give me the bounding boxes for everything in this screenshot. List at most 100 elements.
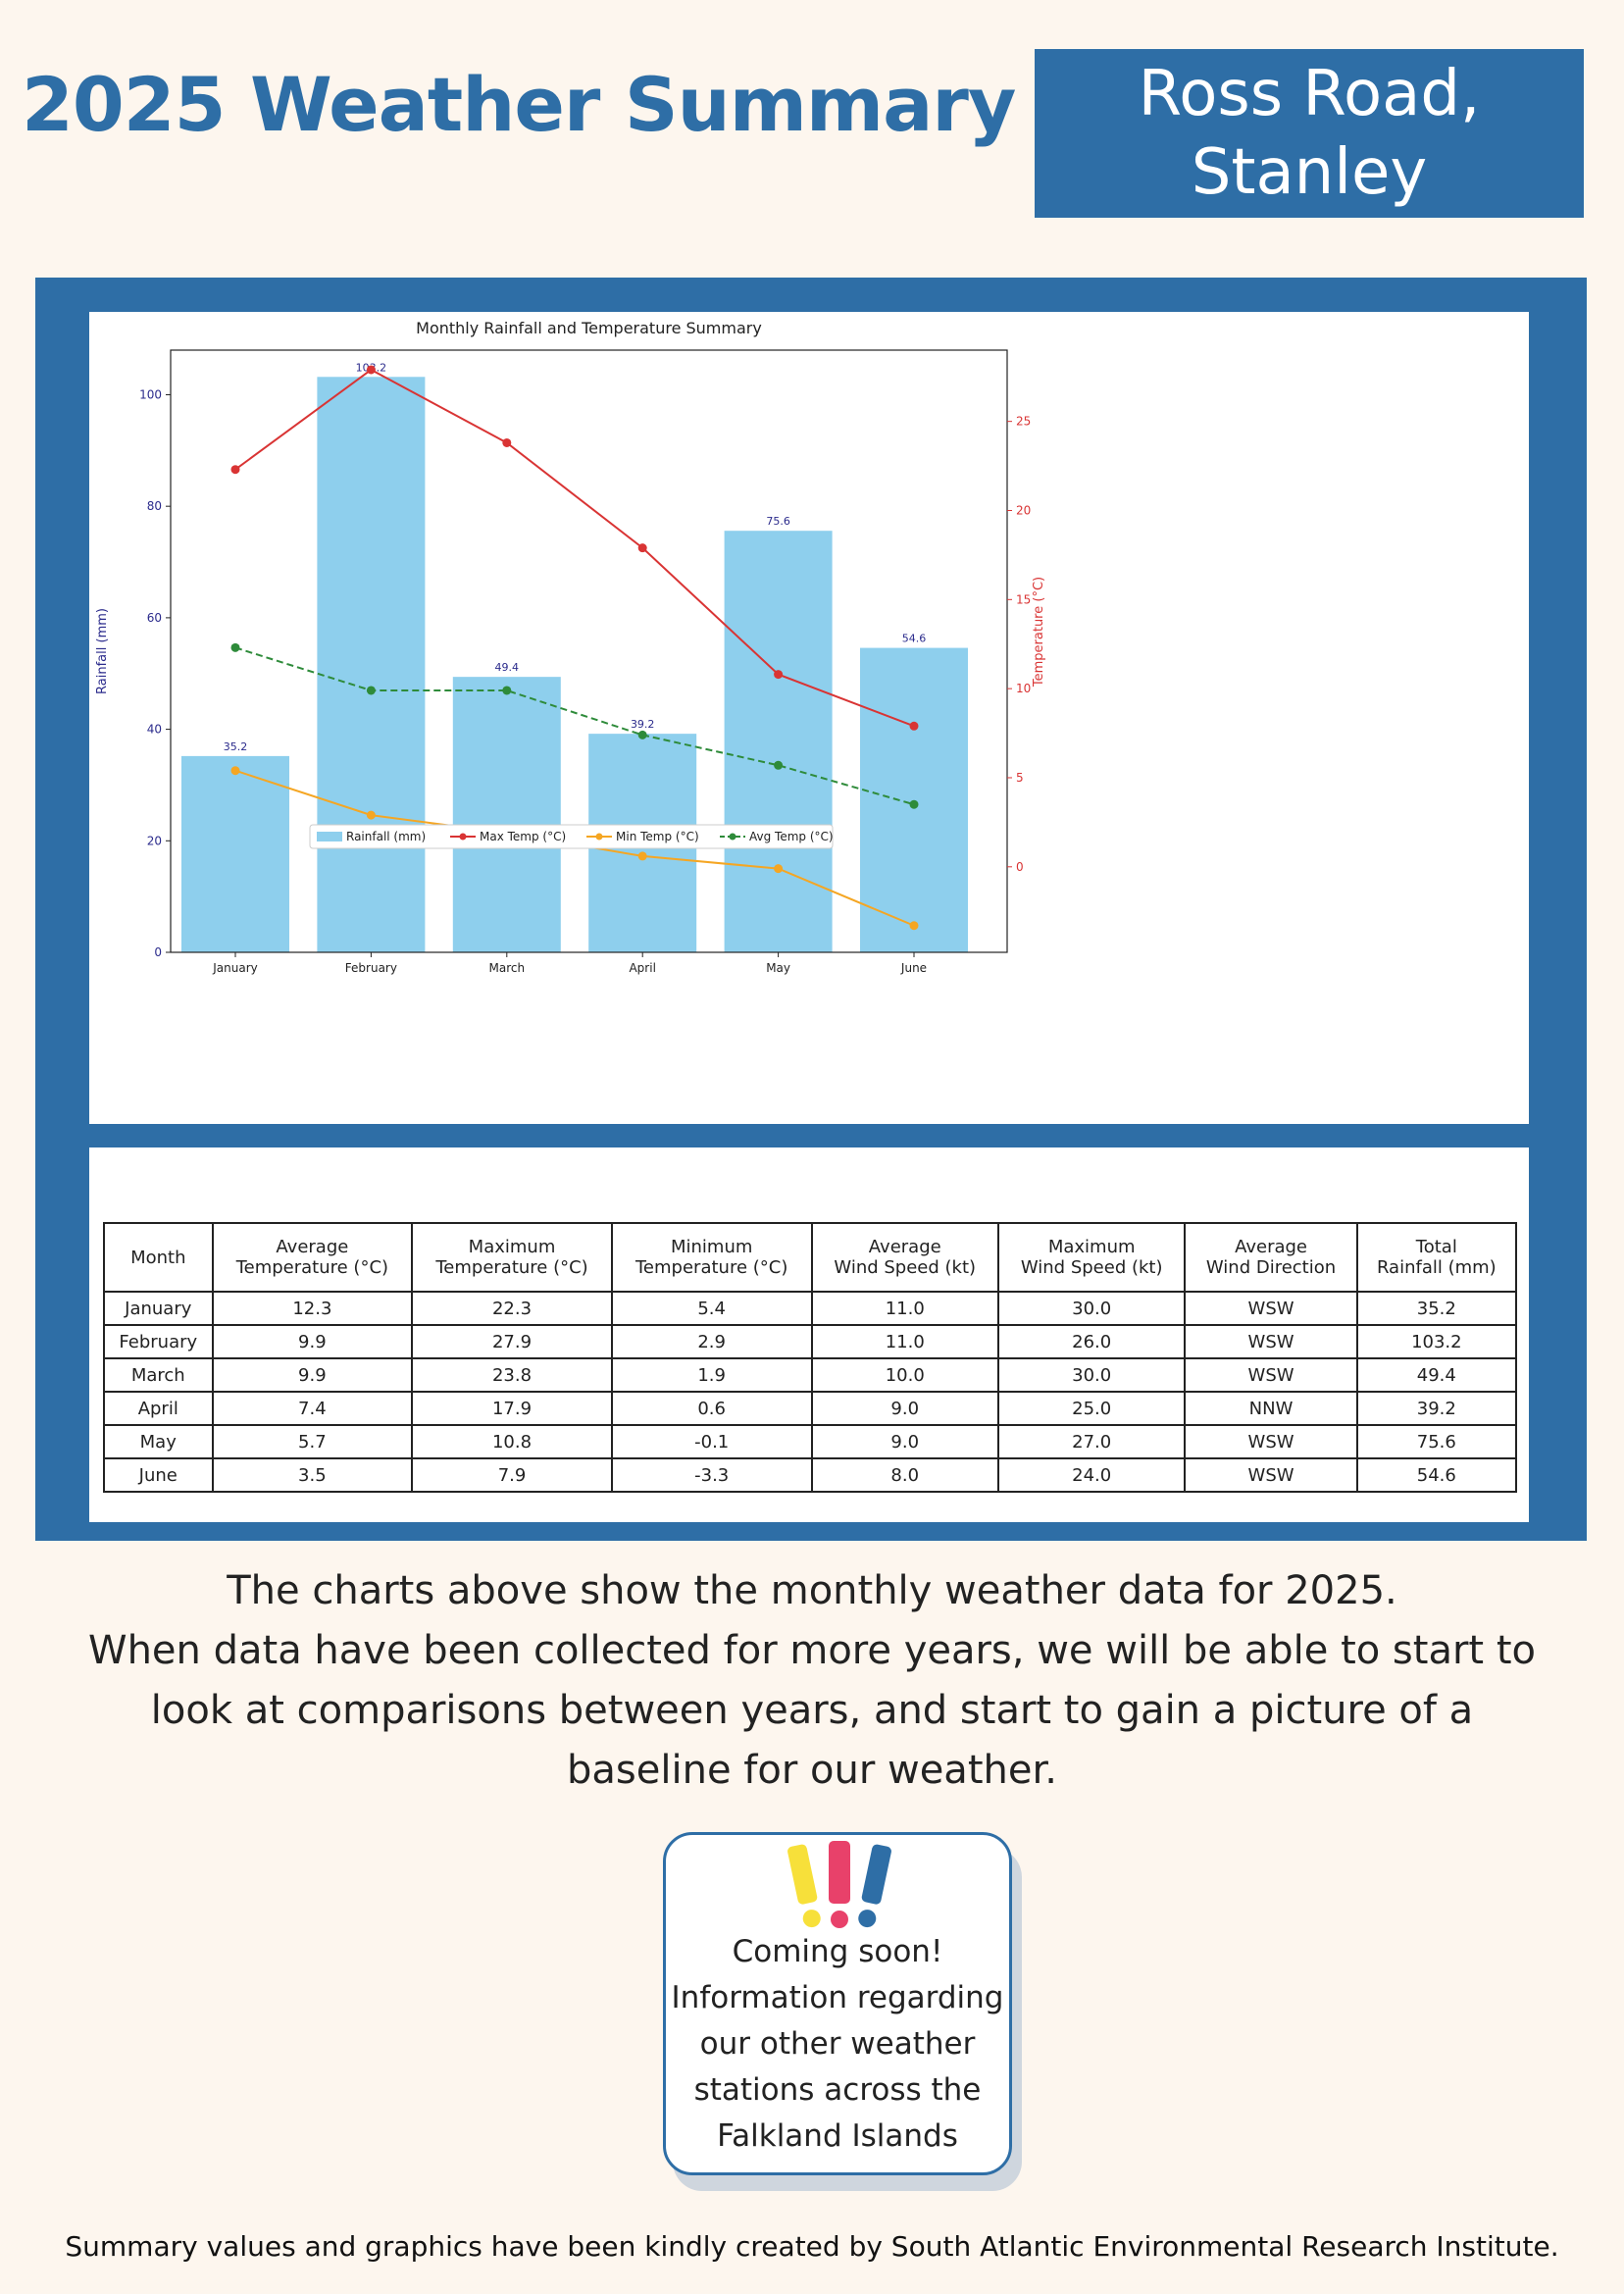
table-header-text: Temperature (°C) — [235, 1257, 389, 1278]
table-cell: April — [103, 1391, 214, 1426]
table-cell: 35.2 — [1355, 1291, 1518, 1326]
table-cell: 27.0 — [996, 1424, 1187, 1459]
page-title: 2025 Weather Summary — [22, 61, 1016, 148]
location-line-1: Ross Road, — [1138, 58, 1481, 130]
table-cell: 30.0 — [996, 1291, 1187, 1326]
location-line-2: Stanley — [1191, 136, 1428, 209]
summary-line-3: look at comparisons between years, and s… — [150, 1688, 1474, 1733]
legend-box — [309, 824, 834, 849]
plot-frame — [170, 349, 1008, 953]
table-header-text: Temperature (°C) — [635, 1257, 788, 1278]
table-cell: -0.1 — [610, 1424, 813, 1459]
temperature-point — [774, 864, 784, 874]
table-cell: 27.9 — [411, 1324, 613, 1359]
summary-line-4: baseline for our weather. — [567, 1748, 1057, 1793]
table-header-text: Maximum — [468, 1237, 556, 1257]
temperature-point — [774, 670, 784, 680]
table-cell: 39.2 — [1355, 1391, 1518, 1426]
bar-value-label: 39.2 — [631, 718, 655, 731]
legend-label: Max Temp (°C) — [480, 830, 566, 843]
table-header-col-3: Minimum Temperature (°C) — [610, 1222, 813, 1293]
table-cell: 10.0 — [810, 1357, 999, 1393]
y-tick-label: 0 — [154, 945, 162, 959]
location-box: Ross Road, Stanley — [1035, 49, 1584, 218]
table-header-text: Minimum — [670, 1237, 753, 1257]
table-cell: 17.9 — [411, 1391, 613, 1426]
summary-text: The charts above show the monthly weathe… — [59, 1561, 1565, 1801]
table-cell: WSW — [1184, 1424, 1358, 1459]
y-axis-label: Rainfall (mm) — [95, 608, 110, 694]
table-row: April 7.4 17.9 0.6 9.0 25.0 NNW 39.2 — [103, 1391, 1518, 1426]
table-cell: 9.9 — [211, 1324, 414, 1359]
table-header-text: Rainfall (mm) — [1376, 1257, 1497, 1278]
table-cell: 11.0 — [810, 1324, 999, 1359]
temperature-point — [909, 721, 919, 731]
bar-value-label: 49.4 — [495, 661, 520, 674]
chart-panel: Monthly Rainfall and Temperature Summary… — [89, 312, 1529, 1124]
table-cell: 24.0 — [996, 1457, 1187, 1493]
table-cell: 54.6 — [1355, 1457, 1518, 1493]
temperature-point — [637, 543, 647, 553]
coming-soon-line-4: stations across the — [693, 2072, 982, 2108]
table-row: March 9.9 23.8 1.9 10.0 30.0 WSW 49.4 — [103, 1357, 1518, 1393]
coming-soon-line-5: Falkland Islands — [717, 2118, 958, 2154]
coming-soon-card: Coming soon! Information regarding our o… — [663, 1832, 1012, 2175]
temperature-point — [909, 921, 919, 931]
table-header-text: Average — [276, 1237, 349, 1257]
table-cell: 26.0 — [996, 1324, 1187, 1359]
table-cell: February — [103, 1324, 214, 1359]
footer-credit: Summary values and graphics have been ki… — [65, 2230, 1559, 2263]
legend-label: Avg Temp (°C) — [749, 830, 834, 843]
y2-tick-label: 5 — [1016, 771, 1024, 785]
table-header-text: Wind Speed (kt) — [1020, 1257, 1163, 1278]
x-tick-label: February — [345, 961, 397, 975]
coming-soon-line-1: Coming soon! — [732, 1934, 943, 1969]
legend-label: Min Temp (°C) — [616, 830, 699, 843]
y-tick-label: 60 — [147, 611, 162, 625]
legend-swatch — [317, 832, 342, 841]
table-cell: March — [103, 1357, 214, 1393]
table-cell: WSW — [1184, 1357, 1358, 1393]
table-header-col-7: Total Rainfall (mm) — [1355, 1222, 1518, 1293]
temperature-point — [230, 642, 240, 652]
table-cell: 103.2 — [1355, 1324, 1518, 1359]
x-tick-label: May — [766, 961, 790, 975]
weather-table: Month Average Temperature (°C) Maximum Temp… — [103, 1222, 1518, 1493]
coming-soon-text: Coming soon! Information regarding our o… — [666, 1929, 1009, 2160]
y2-tick-label: 25 — [1016, 415, 1031, 429]
table-header-text: Average — [1235, 1237, 1307, 1257]
bar-value-label: 54.6 — [902, 633, 927, 645]
table-cell: 0.6 — [610, 1391, 813, 1426]
y-tick-label: 80 — [147, 499, 162, 513]
x-tick-label: June — [900, 961, 927, 975]
table-body: January 12.3 22.3 5.4 11.0 30.0 WSW 35.2 Februar… — [103, 1291, 1518, 1493]
temperature-point — [230, 766, 240, 776]
temperature-line — [234, 646, 915, 806]
temperature-point — [774, 760, 784, 770]
table-cell: 9.0 — [810, 1391, 999, 1426]
table-cell: 9.0 — [810, 1424, 999, 1459]
exclamation-marks-icon — [787, 1841, 891, 1928]
temperature-point — [637, 851, 647, 861]
table-panel: Month Average Temperature (°C) Maximum Temp… — [89, 1147, 1529, 1522]
table-cell: 7.9 — [411, 1457, 613, 1493]
table-header-col-2: Maximum Temperature (°C) — [411, 1222, 613, 1293]
table-cell: 5.4 — [610, 1291, 813, 1326]
table-cell: NNW — [1184, 1391, 1358, 1426]
table-header-text: Wind Direction — [1205, 1257, 1337, 1278]
table-header-month: Month — [103, 1222, 214, 1293]
temperature-line — [234, 368, 915, 728]
y2-axis-label: Temperature (°C) — [1032, 577, 1046, 688]
table-header-col-4: Average Wind Speed (kt) — [810, 1222, 999, 1293]
y2-tick-label: 10 — [1016, 682, 1031, 695]
legend-marker — [459, 833, 467, 841]
summary-line-1: The charts above show the monthly weathe… — [227, 1568, 1397, 1613]
table-header-text: Average — [868, 1237, 941, 1257]
table-header-row: Month Average Temperature (°C) Maximum Temp… — [103, 1222, 1518, 1293]
table-header-col-6: Average Wind Direction — [1184, 1222, 1358, 1293]
table-row: June 3.5 7.9 -3.3 8.0 24.0 WSW 54.6 — [103, 1457, 1518, 1493]
x-tick-label: April — [629, 961, 655, 975]
table-row: May 5.7 10.8 -0.1 9.0 27.0 WSW 75.6 — [103, 1424, 1518, 1459]
bar-value-label: 75.6 — [766, 515, 790, 528]
temperature-point — [909, 799, 919, 809]
